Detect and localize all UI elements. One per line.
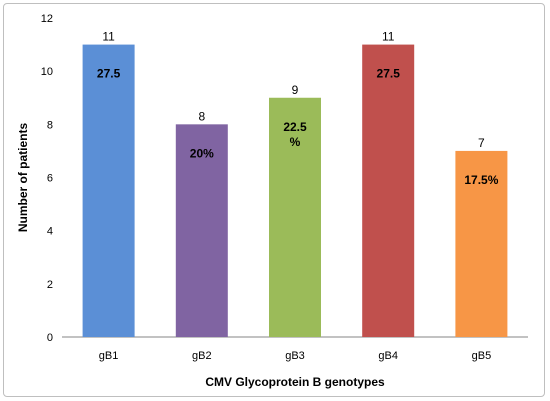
- bar-gB1: [82, 44, 135, 337]
- bar-gB2: [175, 124, 228, 337]
- value-label-gB5: 7: [478, 136, 485, 150]
- x-axis-ticks: gB1 gB2 gB3 gB4 gB5: [99, 350, 491, 362]
- value-label-gB2: 8: [198, 109, 205, 123]
- percent-label-gB3: %: [290, 135, 301, 149]
- y-tick-label: 4: [47, 226, 53, 238]
- bar-gB3: [269, 97, 321, 337]
- percent-label-gB3: 22.5: [283, 120, 307, 134]
- value-label-gB1: 11: [102, 30, 115, 44]
- value-label-gB4: 11: [382, 30, 395, 44]
- x-tick-label-gB2: gB2: [192, 350, 212, 362]
- percent-label-gB1: 27.5: [97, 67, 121, 81]
- bar-gB5: [455, 150, 508, 337]
- y-tick-label: 10: [41, 66, 53, 78]
- x-axis-title: CMV Glycoprotein B genotypes: [205, 375, 385, 389]
- y-tick-label: 2: [47, 279, 53, 291]
- x-tick-label-gB1: gB1: [99, 350, 119, 362]
- y-tick-label: 0: [47, 332, 53, 344]
- bars: 11 27.5 8 20% 9 22.5% 11 27.5 7 17.5%: [82, 30, 508, 337]
- value-label-gB3: 9: [292, 83, 299, 97]
- bar-gB4: [362, 44, 415, 337]
- percent-label-gB5: 17.5%: [464, 173, 498, 187]
- x-tick-label-gB4: gB4: [378, 350, 398, 362]
- percent-label-gB4: 27.5: [377, 67, 401, 81]
- y-tick-label: 6: [47, 173, 53, 185]
- y-tick-label: 12: [41, 13, 53, 25]
- y-axis-title: Number of patients: [16, 123, 30, 233]
- x-tick-label-gB5: gB5: [472, 350, 492, 362]
- y-axis-ticks: 0 2 4 6 8 10 12: [41, 13, 53, 344]
- y-tick-label: 8: [47, 119, 53, 131]
- x-tick-label-gB3: gB3: [285, 350, 305, 362]
- percent-label-gB2: 20%: [190, 146, 214, 160]
